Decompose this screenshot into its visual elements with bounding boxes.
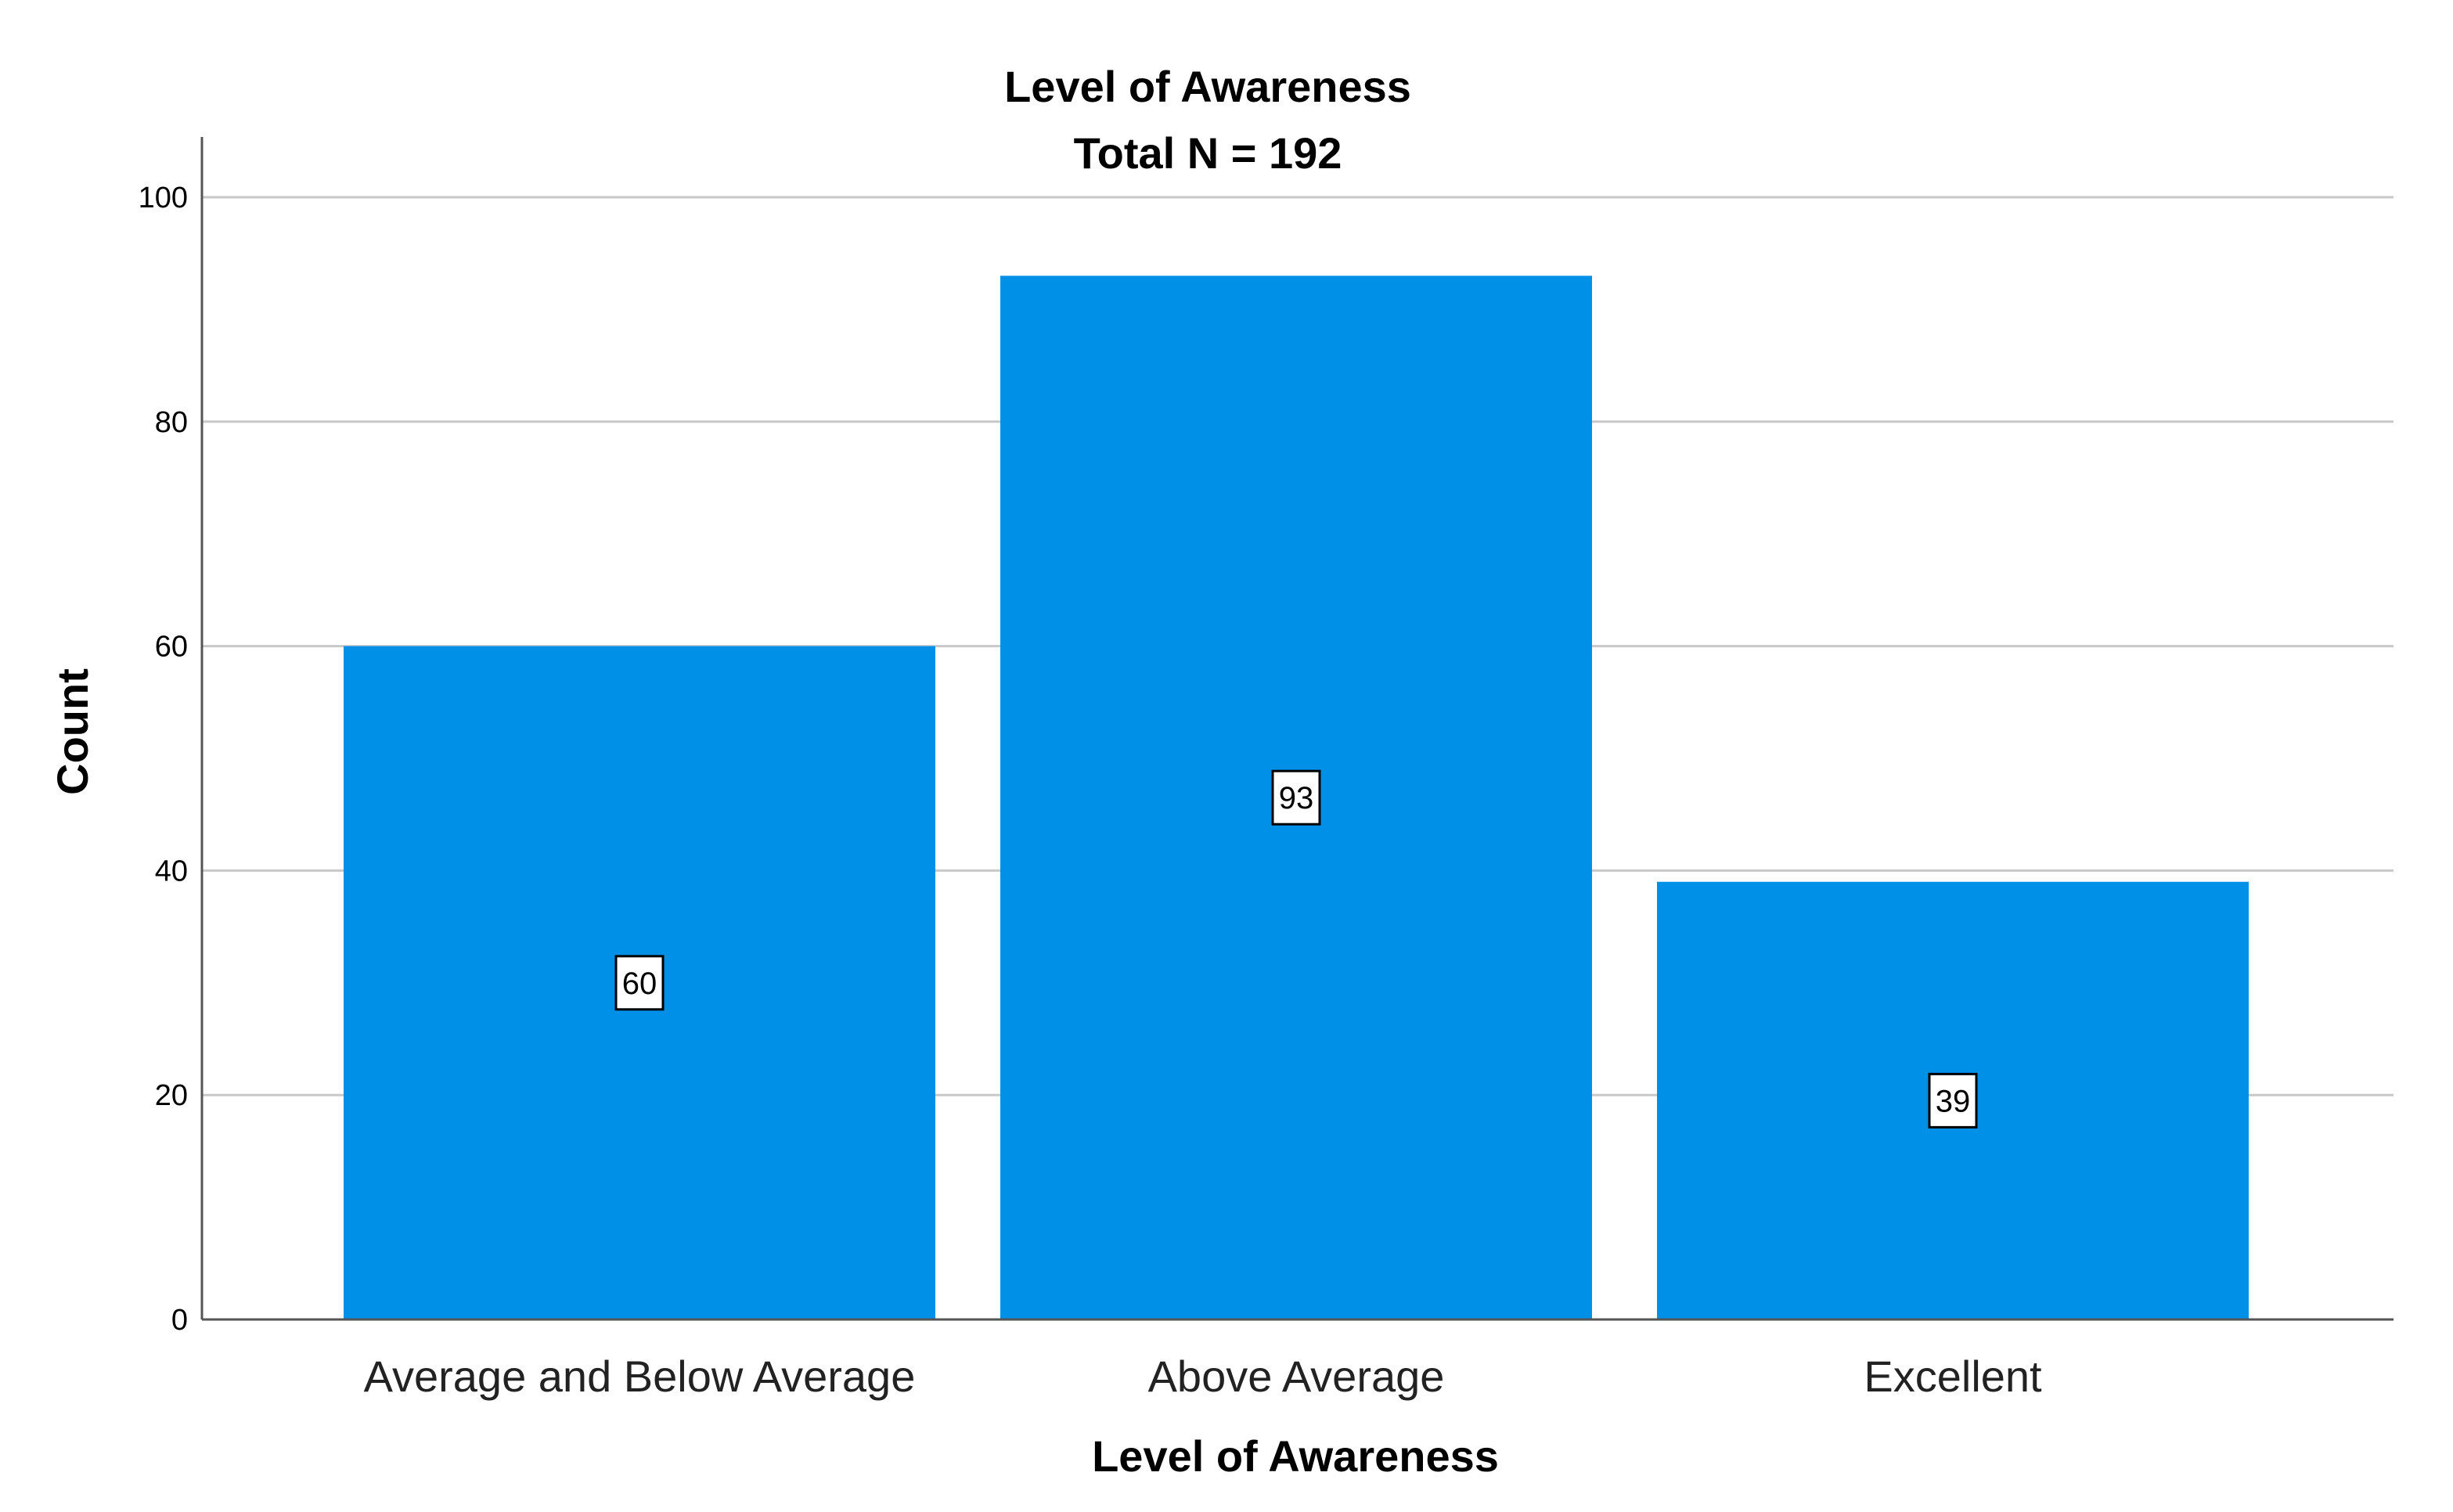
- data-labels: 60 93 39: [614, 769, 1978, 1129]
- x-axis-title: Level of Awareness: [1092, 1431, 1499, 1481]
- data-label: 39: [1936, 1084, 1971, 1118]
- axes: [200, 137, 2394, 1321]
- y-axis-title: Count: [48, 668, 97, 795]
- chart-subtitle: Total N = 192: [1074, 128, 1342, 178]
- data-label-box: [1928, 1072, 1978, 1129]
- x-category-label: Excellent: [1864, 1352, 2042, 1401]
- y-tick-label: 60: [155, 631, 188, 664]
- y-tick-label: 40: [155, 855, 188, 887]
- x-category-label: Above Average: [1148, 1352, 1445, 1401]
- y-tick-label: 20: [155, 1079, 188, 1112]
- x-category-labels: Average and Below Average Above Average Ex…: [364, 1352, 2042, 1401]
- data-label-box: [614, 955, 665, 1011]
- chart-title: Level of Awareness: [1004, 62, 1411, 111]
- data-label-box: [1271, 769, 1321, 826]
- x-category-label: Average and Below Average: [364, 1352, 916, 1401]
- y-tick-labels: 0 20 40 60 80 100: [139, 182, 188, 1337]
- data-label: 93: [1279, 781, 1314, 815]
- y-tick-label: 100: [139, 182, 188, 214]
- y-tick-label: 80: [155, 406, 188, 439]
- data-label: 60: [622, 967, 657, 1001]
- y-tick-label: 0: [171, 1304, 188, 1337]
